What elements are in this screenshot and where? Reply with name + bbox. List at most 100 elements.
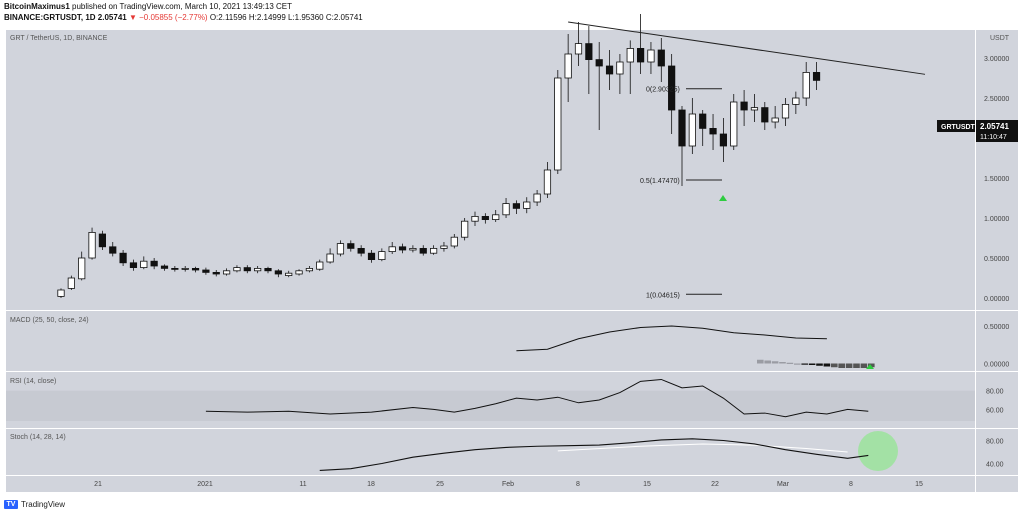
tradingview-brand: TradingView [21, 500, 66, 509]
candle-down [605, 65, 614, 75]
macd-histogram-bar [845, 363, 853, 368]
stoch-price-scale [975, 429, 1018, 475]
macd-histogram-bar [786, 362, 794, 364]
stoch-k-line [319, 438, 869, 471]
candle-down [719, 133, 728, 147]
candle-up [750, 107, 759, 111]
tradingview-logo[interactable]: TV TradingView [4, 500, 65, 509]
candle-up [57, 289, 65, 297]
macd-pane[interactable]: MACD (25, 50, close, 24) 0.50000 0.00000 [6, 311, 1018, 371]
candle-up [792, 97, 800, 105]
macd-pane-title: MACD (25, 50, close, 24) [10, 317, 89, 324]
symbol-badge-bg [937, 120, 975, 132]
time-tick-label: 8 [849, 481, 853, 488]
time-tick-label: Feb [502, 481, 514, 488]
candle-up [688, 113, 696, 147]
open-label: O: [209, 13, 219, 22]
candle-up [802, 72, 810, 99]
time-tick-label: Mar [777, 481, 790, 488]
time-tick-label: 22 [711, 481, 719, 488]
candle-down [761, 107, 769, 123]
low-value: 1.95360 [294, 13, 324, 22]
time-tick-label: 25 [436, 481, 444, 488]
rsi-tick-label: 60.00 [986, 407, 1004, 414]
fib-level-label: 0.5(1.47470) [640, 178, 680, 185]
candle-up [316, 261, 324, 270]
candle-down [212, 271, 220, 275]
time-tick-label: 15 [643, 481, 651, 488]
candle-up [574, 43, 583, 55]
low-label: L: [288, 13, 295, 22]
last-price-badge-bg [976, 120, 1018, 142]
candle-up [233, 267, 241, 272]
macd-histogram-bar [838, 363, 845, 368]
candle-up [285, 272, 293, 277]
price-tick-label: 0.50000 [984, 256, 1009, 263]
candle-down [171, 267, 179, 270]
candle-up [254, 267, 262, 272]
time-axis[interactable]: 21 2021 11 18 25 Feb 8 15 22 Mar 8 15 [6, 476, 1018, 492]
macd-histogram-bar [764, 360, 771, 364]
stoch-d-line [557, 443, 848, 453]
candle-down [595, 59, 603, 67]
candle-up [647, 49, 655, 63]
candle-up [461, 220, 469, 238]
macd-histogram-bar [853, 363, 860, 368]
close-value: 2.05741 [333, 13, 363, 22]
stoch-pane[interactable]: Stoch (14, 28, 14) 80.00 40.00 [6, 429, 1018, 475]
rsi-pane[interactable]: RSI (14, close) 80.00 60.00 [6, 372, 1018, 428]
price-tick-label: 0.00000 [984, 296, 1009, 303]
price-pane[interactable]: GRT / TetherUS, 1D, BINANCE USDT 0.00000 0.… [6, 14, 1018, 310]
macd-tick-label: 0.00000 [984, 362, 1009, 369]
candle-up [140, 260, 148, 269]
high-label: H: [248, 13, 257, 22]
price-pane-title: GRT / TetherUS, 1D, BINANCE [10, 35, 108, 42]
symbol-badge: GRTUSDT [941, 124, 976, 131]
candle-down [109, 246, 117, 254]
macd-histogram-bar [868, 363, 875, 368]
currency-label: USDT [990, 35, 1010, 42]
candle-down [347, 243, 355, 249]
stoch-pane-title: Stoch (14, 28, 14) [10, 434, 66, 441]
rsi-band [6, 390, 975, 421]
candle-up [409, 247, 417, 251]
symbol-line: BINANCE:GRTUSDT, 1D [4, 13, 96, 22]
time-axis-background [6, 476, 1018, 492]
candle-down [699, 113, 707, 129]
candle-down [150, 260, 158, 267]
candle-up [492, 214, 500, 221]
macd-tick-label: 0.50000 [984, 324, 1009, 331]
candle-down [481, 215, 489, 220]
candle-up [78, 257, 86, 280]
candle-down [264, 267, 272, 272]
candle-up [564, 53, 572, 79]
candle-up [305, 267, 314, 272]
candle-down [668, 65, 676, 111]
candle-up [626, 48, 634, 63]
candle-down [812, 72, 821, 81]
macd-bullish-arrow-icon [866, 364, 874, 369]
macd-histogram-bar [794, 363, 801, 365]
candle-up [781, 104, 790, 119]
close-label: C: [325, 13, 334, 22]
last-price: 2.05741 [97, 13, 127, 22]
candle-down [709, 127, 717, 135]
candle-down [419, 247, 427, 254]
candle-up [730, 101, 738, 147]
macd-price-scale [975, 311, 1018, 371]
candle-down [740, 101, 748, 111]
high-value: 2.14999 [256, 13, 286, 22]
price-tick-label: 1.50000 [984, 176, 1009, 183]
fib-level-label: 1(0.04615) [646, 292, 680, 299]
time-tick-label: 8 [576, 481, 580, 488]
stoch-tick-label: 40.00 [986, 462, 1004, 469]
candle-down [98, 233, 106, 248]
candle-up [326, 253, 334, 263]
rsi-tick-label: 80.00 [986, 389, 1004, 396]
price-tick-label: 2.50000 [984, 96, 1009, 103]
macd-histogram-bar [831, 363, 838, 368]
candle-down [274, 270, 282, 275]
main-background [6, 30, 975, 310]
candle-down [129, 262, 138, 268]
